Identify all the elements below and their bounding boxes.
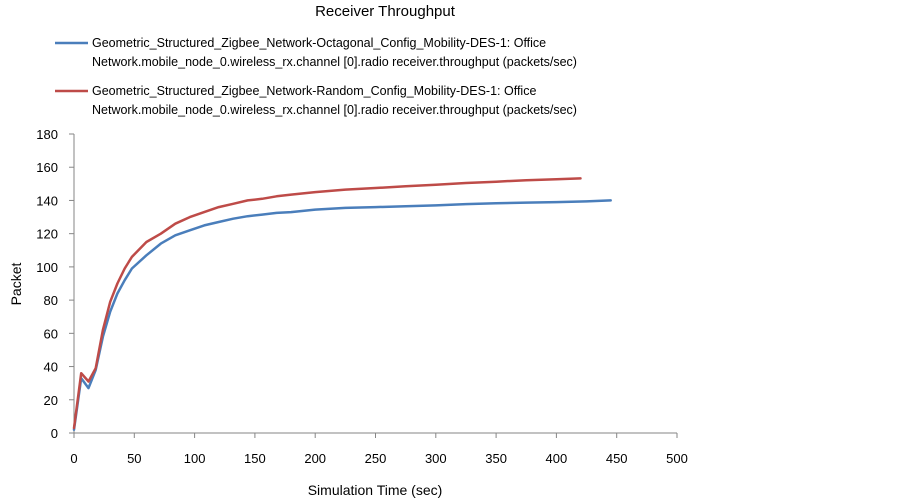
series-line-random xyxy=(72,177,582,430)
chart-title: Receiver Throughput xyxy=(315,3,456,20)
legend-label-random-line2: Network.mobile_node_0.wireless_rx.channe… xyxy=(92,103,577,117)
x-tick-label: 300 xyxy=(425,451,447,466)
y-axis-title: Packet xyxy=(8,262,24,305)
y-tick-label: 60 xyxy=(44,326,58,341)
x-tick-label: 400 xyxy=(546,451,568,466)
x-tick-label: 200 xyxy=(304,451,326,466)
x-tick-label: 450 xyxy=(606,451,628,466)
x-tick-label: 0 xyxy=(70,451,77,466)
y-tick-label: 80 xyxy=(44,293,58,308)
y-tick-label: 100 xyxy=(36,260,58,275)
x-axis-title: Simulation Time (sec) xyxy=(308,482,443,498)
y-tick-label: 160 xyxy=(36,160,58,175)
series-group xyxy=(72,177,612,431)
legend-entry-random: Geometric_Structured_Zigbee_Network-Rand… xyxy=(55,84,577,117)
legend-label-octagonal-line1: Geometric_Structured_Zigbee_Network-Octa… xyxy=(92,36,546,50)
y-tick-label: 120 xyxy=(36,227,58,242)
x-tick-label: 250 xyxy=(365,451,387,466)
x-tick-label: 150 xyxy=(244,451,266,466)
y-tick-label: 140 xyxy=(36,193,58,208)
y-tick-label: 20 xyxy=(44,393,58,408)
plot-area: 0 20 40 60 80 100 120 140 160 180 0 50 100 150 200 250 3… xyxy=(36,127,688,466)
legend-label-octagonal-line2: Network.mobile_node_0.wireless_rx.channe… xyxy=(92,55,577,69)
legend-label-random-line1: Geometric_Structured_Zigbee_Network-Rand… xyxy=(92,84,536,98)
y-tick-label: 180 xyxy=(36,127,58,142)
y-tick-label: 40 xyxy=(44,360,58,375)
x-tick-label: 350 xyxy=(485,451,507,466)
x-tick-label: 50 xyxy=(127,451,141,466)
x-tick-label: 500 xyxy=(666,451,688,466)
y-tick-label: 0 xyxy=(51,426,58,441)
series-line-octagonal xyxy=(72,199,612,431)
legend-entry-octagonal: Geometric_Structured_Zigbee_Network-Octa… xyxy=(55,36,577,69)
x-tick-label: 100 xyxy=(184,451,206,466)
legend: Geometric_Structured_Zigbee_Network-Octa… xyxy=(55,36,577,117)
